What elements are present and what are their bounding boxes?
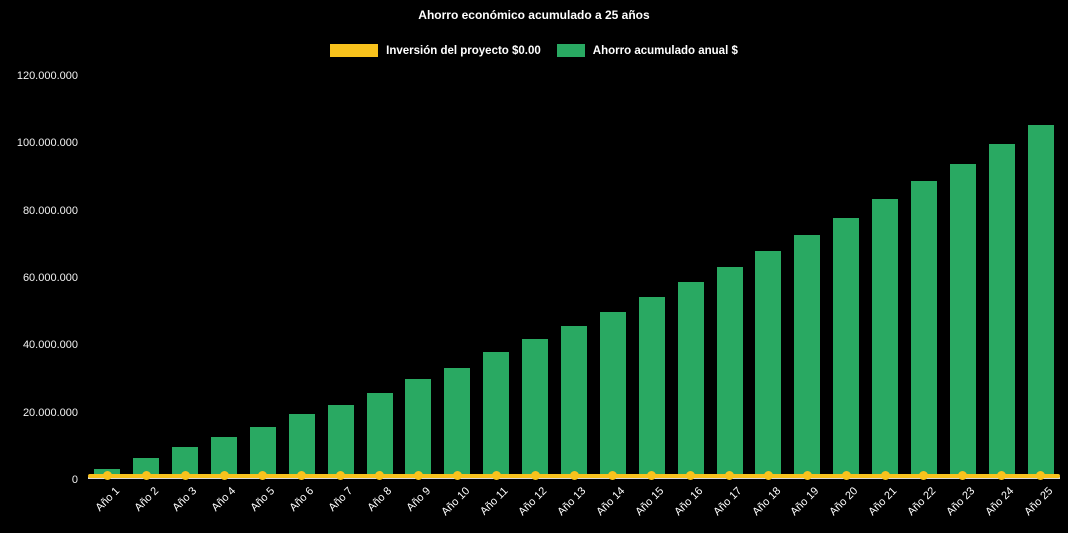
- investment-point-ano-2[interactable]: [141, 471, 151, 480]
- y-axis-tick-label: 20.000.000: [22, 406, 78, 419]
- investment-point-ano-9[interactable]: [413, 471, 423, 480]
- investment-point-ano-12[interactable]: [530, 471, 540, 480]
- bar-ano-21[interactable]: [872, 199, 899, 477]
- x-label-ano-14: Año 14: [594, 485, 628, 519]
- x-label-ano-13: Año 13: [555, 485, 589, 519]
- plot-area: Año 1 Año 2 Año 3 Año 4 Año 5 Año 6 Año 7 Año 8…: [88, 73, 1060, 518]
- x-label-ano-6: Año 6: [287, 485, 317, 514]
- investment-legend-label: Inversión del proyecto $0.00: [386, 44, 541, 57]
- x-label-ano-4: Año 4: [209, 485, 239, 514]
- bar-ano-8[interactable]: [366, 392, 393, 477]
- legend-item-investment[interactable]: Inversión del proyecto $0.00: [330, 44, 541, 57]
- x-label-ano-11: Año 11: [478, 485, 511, 518]
- investment-point-ano-17[interactable]: [725, 471, 735, 480]
- bar-ano-6[interactable]: [288, 414, 315, 477]
- y-axis-tick-label: 80.000.000: [22, 204, 78, 217]
- bar-ano-13[interactable]: [561, 325, 587, 477]
- x-label-ano-18: Año 18: [749, 485, 783, 519]
- x-label-ano-15: Año 15: [633, 485, 667, 519]
- x-label-ano-23: Año 23: [944, 485, 978, 519]
- y-axis-tick-label: 120.000.000: [16, 70, 78, 82]
- chart-title: Ahorro económico acumulado a 25 años: [418, 8, 650, 22]
- investment-legend-swatch: [330, 44, 379, 57]
- bar-ano-11[interactable]: [483, 352, 510, 477]
- bar-ano-15[interactable]: [638, 296, 665, 477]
- investment-point-ano-8[interactable]: [375, 471, 385, 480]
- investment-point-ano-5[interactable]: [258, 471, 268, 480]
- savings-legend-label: Ahorro acumulado anual $: [592, 44, 738, 57]
- legend: Inversión del proyecto $0.00 Ahorro acum…: [0, 44, 1068, 57]
- bar-ano-14[interactable]: [599, 312, 626, 477]
- x-label-ano-16: Año 16: [671, 485, 706, 519]
- investment-point-ano-4[interactable]: [219, 471, 229, 480]
- x-label-ano-20: Año 20: [827, 485, 861, 519]
- bar-ano-16[interactable]: [677, 281, 704, 477]
- investment-point-ano-7[interactable]: [336, 471, 346, 480]
- bar-ano-23[interactable]: [949, 163, 976, 477]
- y-axis-tick-label: 60.000.000: [22, 272, 78, 284]
- investment-point-ano-20[interactable]: [841, 471, 851, 480]
- bar-ano-17[interactable]: [716, 266, 743, 477]
- x-label-ano-17: Año 17: [710, 485, 745, 519]
- bar-ano-12[interactable]: [522, 338, 549, 477]
- investment-point-ano-15[interactable]: [647, 471, 657, 480]
- x-label-ano-9: Año 9: [404, 485, 433, 514]
- x-label-ano-1: Año 1: [93, 485, 122, 514]
- bar-ano-20[interactable]: [833, 217, 860, 477]
- investment-point-ano-6[interactable]: [297, 471, 307, 480]
- bar-ano-4[interactable]: [211, 436, 238, 477]
- investment-point-ano-18[interactable]: [763, 471, 773, 480]
- investment-point-ano-23[interactable]: [958, 471, 968, 480]
- investment-point-ano-13[interactable]: [569, 471, 579, 480]
- bar-ano-9[interactable]: [405, 379, 432, 477]
- bar-ano-18[interactable]: [755, 251, 782, 477]
- x-label-ano-21: Año 21: [866, 485, 900, 519]
- bar-ano-24[interactable]: [988, 143, 1015, 477]
- investment-point-ano-10[interactable]: [452, 471, 462, 480]
- bar-ano-5[interactable]: [249, 426, 276, 477]
- y-axis-tick-label: 40.000.000: [22, 339, 78, 352]
- investment-point-ano-22[interactable]: [919, 471, 929, 480]
- investment-point-ano-19[interactable]: [802, 471, 812, 480]
- x-label-ano-24: Año 24: [983, 485, 1017, 519]
- bar-ano-7[interactable]: [327, 404, 354, 477]
- y-axis: 0 20.000.000 40.000.000 60.000.000 80.000.00…: [0, 70, 78, 486]
- x-label-ano-25: Año 25: [1021, 485, 1056, 519]
- x-label-ano-12: Año 12: [516, 485, 550, 519]
- x-label-ano-3: Año 3: [170, 485, 200, 514]
- x-label-ano-2: Año 2: [131, 485, 161, 514]
- investment-point-ano-3[interactable]: [180, 471, 190, 480]
- investment-point-ano-24[interactable]: [997, 471, 1007, 480]
- x-label-ano-8: Año 8: [365, 485, 395, 514]
- bar-ano-25[interactable]: [1027, 125, 1054, 477]
- legend-item-savings[interactable]: Ahorro acumulado anual $: [556, 44, 738, 57]
- bar-ano-22[interactable]: [910, 180, 937, 477]
- bar-ano-2[interactable]: [133, 458, 160, 477]
- y-axis-tick-label: 100.000.000: [16, 137, 78, 150]
- x-label-ano-10: Año 10: [438, 485, 472, 519]
- investment-point-ano-11[interactable]: [491, 471, 501, 480]
- savings-legend-swatch: [556, 44, 585, 57]
- investment-point-ano-1[interactable]: [102, 471, 112, 480]
- bar-ano-10[interactable]: [444, 367, 471, 477]
- x-label-ano-5: Año 5: [248, 485, 278, 514]
- x-label-ano-22: Año 22: [905, 485, 939, 519]
- x-label-ano-19: Año 19: [788, 485, 822, 519]
- bar-ano-19[interactable]: [794, 234, 821, 477]
- y-axis-tick-label: 0: [71, 474, 78, 486]
- investment-point-ano-25[interactable]: [1036, 471, 1046, 480]
- investment-point-ano-21[interactable]: [880, 471, 890, 480]
- investment-point-ano-16[interactable]: [686, 471, 696, 480]
- x-label-ano-7: Año 7: [326, 485, 356, 514]
- investment-point-ano-14[interactable]: [608, 471, 618, 480]
